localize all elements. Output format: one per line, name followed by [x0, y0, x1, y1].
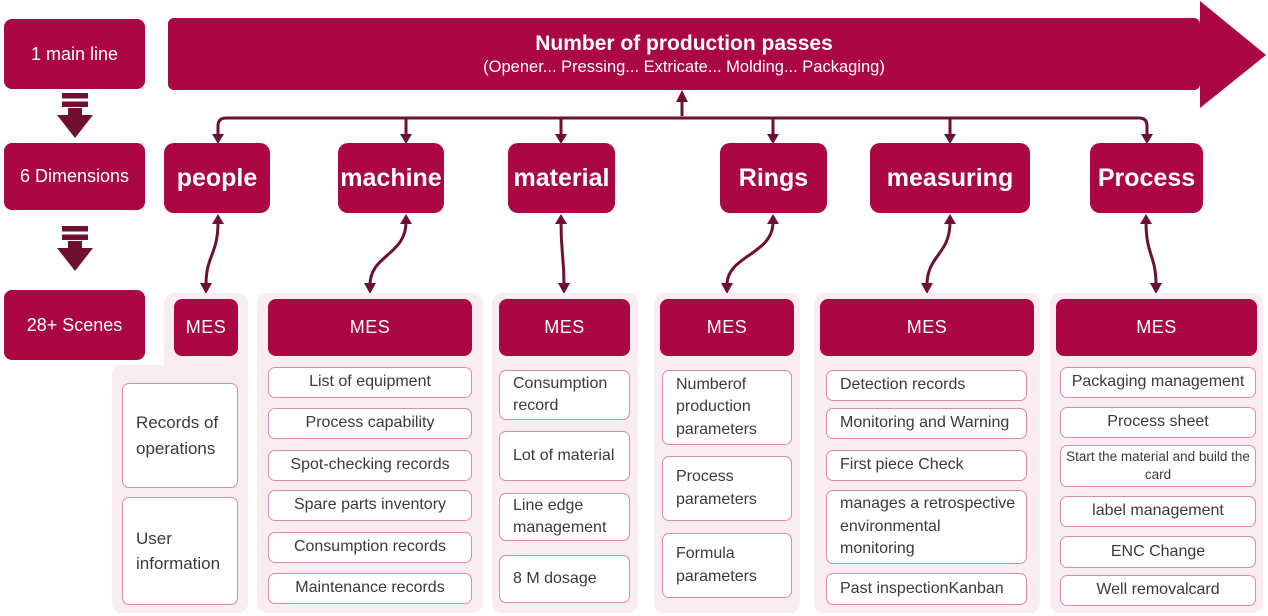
rail-item-scenes: 28+ Scenes — [4, 290, 145, 360]
rail-item-label: 28+ Scenes — [26, 314, 123, 335]
list-item-label: Consumption records — [293, 538, 447, 556]
mes-box-rings: MES — [660, 299, 794, 356]
list-item-label: 8 M dosage — [513, 569, 597, 587]
list-item: Packaging management — [1060, 367, 1256, 398]
dimension-label: people — [176, 163, 258, 192]
mes-label: MES — [349, 317, 391, 337]
list-item-label: Process capability — [305, 414, 435, 432]
mes-label: MES — [906, 317, 948, 337]
list-item: manages a retrospective environmental mo… — [826, 490, 1027, 564]
list-item: Numberof production parameters — [662, 370, 792, 445]
list-item-label: Process sheet — [1107, 413, 1209, 431]
dimension-box-rings: Rings — [720, 143, 827, 213]
list-item-label: Start the material and build the card — [1066, 448, 1250, 482]
list-item: Process capability — [268, 408, 472, 439]
mes-box-people: MES — [174, 299, 238, 356]
list-item-label: Detection records — [840, 376, 966, 394]
s-connectors — [200, 214, 1162, 294]
dimension-label: measuring — [886, 163, 1014, 192]
mes-box-process: MES — [1056, 299, 1257, 356]
mes-label: MES — [544, 317, 585, 337]
list-item-label: Records of operations — [136, 413, 219, 458]
list-item-label: Spare parts inventory — [293, 496, 447, 514]
mes-box-measuring: MES — [820, 299, 1034, 356]
dimension-box-material: material — [508, 143, 615, 213]
list-item-label: Process parameters — [676, 468, 757, 508]
list-item-label: label management — [1092, 502, 1224, 520]
dimension-box-people: people — [164, 143, 270, 213]
list-item: Detection records — [826, 370, 1027, 401]
list-item-label: First piece Check — [840, 456, 964, 474]
list-item: Formula parameters — [662, 533, 792, 598]
list-item: First piece Check — [826, 450, 1027, 481]
list-item-label: ENC Change — [1110, 542, 1206, 560]
dimension-label: machine — [340, 163, 442, 192]
list-item: Start the material and build the card — [1060, 445, 1256, 487]
mes-box-machine: MES — [268, 299, 472, 356]
list-item-label: Numberof production parameters — [676, 375, 757, 438]
list-item: Monitoring and Warning — [826, 408, 1027, 439]
list-item-label: List of equipment — [309, 373, 431, 391]
mes-label: MES — [706, 317, 748, 337]
list-item-label: Consumption record — [513, 374, 608, 414]
list-item: Consumption record — [499, 370, 630, 420]
list-item: Consumption records — [268, 532, 472, 563]
rail-item-main-line: 1 main line — [4, 19, 145, 89]
dimension-box-process: Process — [1090, 143, 1203, 213]
list-item: User information — [122, 497, 238, 605]
connector-tree — [212, 90, 1153, 144]
list-item-label: User information — [136, 528, 221, 574]
mes-label: MES — [1136, 317, 1177, 337]
dimension-label: Process — [1097, 163, 1196, 192]
list-item: Line edge management — [499, 493, 630, 541]
mes-box-material: MES — [499, 299, 630, 356]
dimension-box-machine: machine — [338, 143, 444, 213]
mes-label: MES — [185, 317, 227, 337]
list-item: Spot-checking records — [268, 450, 472, 481]
list-item-label: Lot of material — [513, 446, 615, 464]
list-item: Records of operations — [122, 383, 238, 488]
list-item-label: Spot-checking records — [290, 456, 450, 474]
dimension-box-measuring: measuring — [870, 143, 1030, 213]
list-item-label: manages a retrospective environmental mo… — [840, 495, 1016, 558]
list-item: Process parameters — [662, 456, 792, 521]
rail-item-label: 6 Dimensions — [19, 166, 130, 186]
list-item: Well removalcard — [1060, 575, 1256, 606]
rail-item-label: 1 main line — [30, 43, 119, 64]
banner: Number of production passes (Opener... P… — [168, 18, 1200, 90]
list-item: Maintenance records — [268, 573, 472, 604]
list-item: ENC Change — [1060, 536, 1256, 568]
banner-subtitle: (Opener... Pressing... Extricate... Mold… — [483, 58, 885, 77]
list-item-label: Packaging management — [1071, 373, 1245, 391]
list-item-label: Well removalcard — [1096, 581, 1220, 599]
list-item: List of equipment — [268, 367, 472, 398]
dimension-label: Rings — [738, 163, 809, 192]
banner-title: Number of production passes — [535, 32, 833, 56]
list-item: Lot of material — [499, 431, 630, 481]
list-item-label: Formula parameters — [676, 545, 757, 585]
list-item-label: Monitoring and Warning — [840, 414, 1010, 432]
list-item: Process sheet — [1060, 407, 1256, 438]
list-item: label management — [1060, 496, 1256, 527]
list-item-label: Line edge management — [513, 496, 607, 536]
list-item: 8 M dosage — [499, 555, 630, 603]
list-item: Spare parts inventory — [268, 490, 472, 521]
list-item: Past inspectionKanban — [826, 573, 1027, 605]
striped-down-arrow-icon — [57, 226, 93, 271]
list-item-label: Maintenance records — [295, 579, 445, 597]
striped-down-arrow-icon — [57, 93, 93, 138]
list-item-label: Past inspectionKanban — [840, 579, 1004, 597]
rail-item-dimensions: 6 Dimensions — [4, 143, 145, 210]
dimension-label: material — [513, 163, 610, 192]
banner-arrowhead-icon — [1200, 1, 1266, 108]
